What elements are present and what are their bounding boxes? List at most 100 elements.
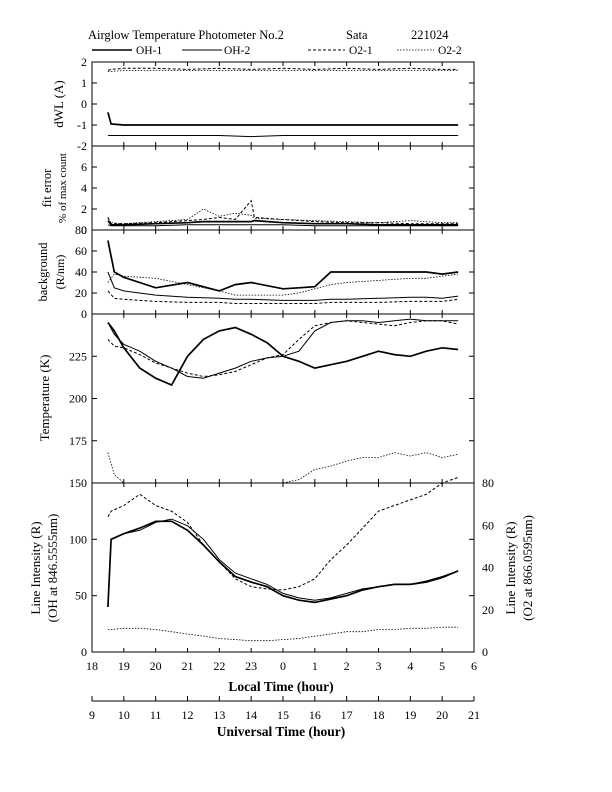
y-tick-label: 1 [81,76,87,90]
x-tick-label-ut: 11 [150,708,162,722]
chart-title: Airglow Temperature Photometer No.2 [88,28,284,42]
series-line-oh-1-panel-3 [107,240,459,292]
series-line-o2-2-panel-4 [107,452,459,484]
x-tick-label-local: 0 [280,659,286,673]
ylabel-intensity: Line Intensity (R) [28,521,43,614]
y-tick-label: 6 [81,160,87,174]
xlabel-universal-time: Universal Time (hour) [217,724,346,739]
series-line-oh-1-panel-5 [107,520,459,607]
tick-marks: 210-1-2642080604020022520017515010050080… [69,55,494,722]
series-line-o2-1-panel-3 [107,290,459,304]
x-tick-label-ut: 16 [309,708,321,722]
panel-intensity-frame [91,482,475,653]
x-tick-label-ut: 20 [436,708,448,722]
series-line-o2-2-panel-2 [107,208,459,225]
x-tick-label-ut: 14 [245,708,257,722]
x-tick-label-local: 5 [439,659,445,673]
chart-site: Sata [346,28,368,42]
x-tick-label-local: 20 [150,659,162,673]
y-tick-label: -2 [77,139,87,153]
x-tick-label-local: 19 [118,659,130,673]
ylabel-dwl: dWL (A) [51,80,66,128]
x-tick-label-ut: 17 [341,708,353,722]
legend-label-o22: O2-2 [438,45,462,57]
series-line-o2-2-panel-5 [107,626,459,642]
legend-label-oh1: OH-1 [136,45,162,57]
x-tick-label-local: 22 [213,659,225,673]
ylabel-intensity-right-2: (O2 at 866.0595nm) [520,515,535,621]
x-tick-label-ut: 12 [182,708,194,722]
y-tick-label: 0 [81,97,87,111]
y-tick-label: 0 [81,307,87,321]
x-tick-label-ut: 9 [89,708,95,722]
x-tick-label-ut: 18 [373,708,385,722]
panel-fit-error-frame [91,145,475,231]
y-tick-label-right: 60 [482,518,494,532]
ylabel-background-2: (R/nm) [53,255,67,290]
y-tick-label: 100 [69,532,87,546]
y-tick-label: 80 [75,223,87,237]
ylabel-background: background [36,242,50,302]
plot-series [107,67,459,642]
y-axis-labels: dWL (A) fit error % of max count backgro… [28,80,535,622]
x-tick-label-local: 21 [182,659,194,673]
x-tick-label-local: 18 [86,659,98,673]
series-line-oh-1-panel-1 [107,112,459,126]
series-line-o2-1-panel-4 [107,320,459,378]
series-line-oh-2-panel-5 [107,518,459,607]
y-tick-label: -1 [77,118,87,132]
x-tick-label-local: 6 [471,659,477,673]
legend: OH-1 OH-2 O2-1 O2-2 [92,45,462,57]
y-tick-label: 175 [69,434,87,448]
series-line-oh-2-panel-4 [107,318,459,379]
y-tick-label: 40 [75,265,87,279]
y-tick-label: 2 [81,202,87,216]
ylabel-fit-error: fit error [40,168,54,207]
ylabel-intensity-right: Line Intensity (R) [503,521,518,614]
y-tick-label: 60 [75,244,87,258]
series-line-o2-1-panel-2 [107,199,459,225]
x-tick-label-local: 1 [312,659,318,673]
series-line-o2-2-panel-3 [107,273,459,296]
legend-label-oh2: OH-2 [224,45,250,57]
x-tick-label-local: 23 [245,659,257,673]
y-tick-label-right: 80 [482,476,494,490]
y-tick-label-right: 0 [482,645,488,659]
x-tick-label-ut: 15 [277,708,289,722]
ylabel-intensity-2: (OH at 846.5555nm) [45,514,60,623]
chart-date: 221024 [411,28,449,42]
series-line-o2-1-panel-1 [107,67,459,71]
x-tick-label-ut: 13 [213,708,225,722]
y-tick-label: 0 [81,645,87,659]
xlabel-local-time: Local Time (hour) [228,679,333,694]
series-line-oh-1-panel-4 [107,321,459,387]
x-tick-label-local: 4 [407,659,413,673]
x-tick-label-local: 2 [344,659,350,673]
x-tick-label-ut: 10 [118,708,130,722]
panel-temperature-frame [91,313,475,484]
series-line-o2-1-panel-5 [107,476,459,591]
y-tick-label: 50 [75,589,87,603]
y-tick-label: 225 [69,349,87,363]
ylabel-temperature: Temperature (K) [37,355,52,442]
y-tick-label-right: 40 [482,561,494,575]
y-tick-label: 0 [81,223,87,237]
panel-dwl-frame [91,61,475,147]
series-line-o2-2-panel-1 [107,70,459,72]
y-tick-label: 4 [81,181,87,195]
x-tick-label-ut: 21 [468,708,480,722]
y-tick-label: 200 [69,392,87,406]
series-line-oh-2-panel-3 [107,271,459,301]
ylabel-fit-error-2: % of max count [57,153,69,223]
y-tick-label-right: 20 [482,603,494,617]
x-tick-label-local: 3 [376,659,382,673]
series-line-oh-2-panel-2 [107,224,459,227]
y-tick-label: 20 [75,286,87,300]
series-line-oh-2-panel-1 [107,135,459,138]
series-line-oh-1-panel-2 [107,219,459,226]
y-tick-label: 150 [69,476,87,490]
y-tick-label: 2 [81,55,87,69]
x-tick-label-ut: 19 [404,708,416,722]
legend-label-o21: O2-1 [349,45,373,57]
